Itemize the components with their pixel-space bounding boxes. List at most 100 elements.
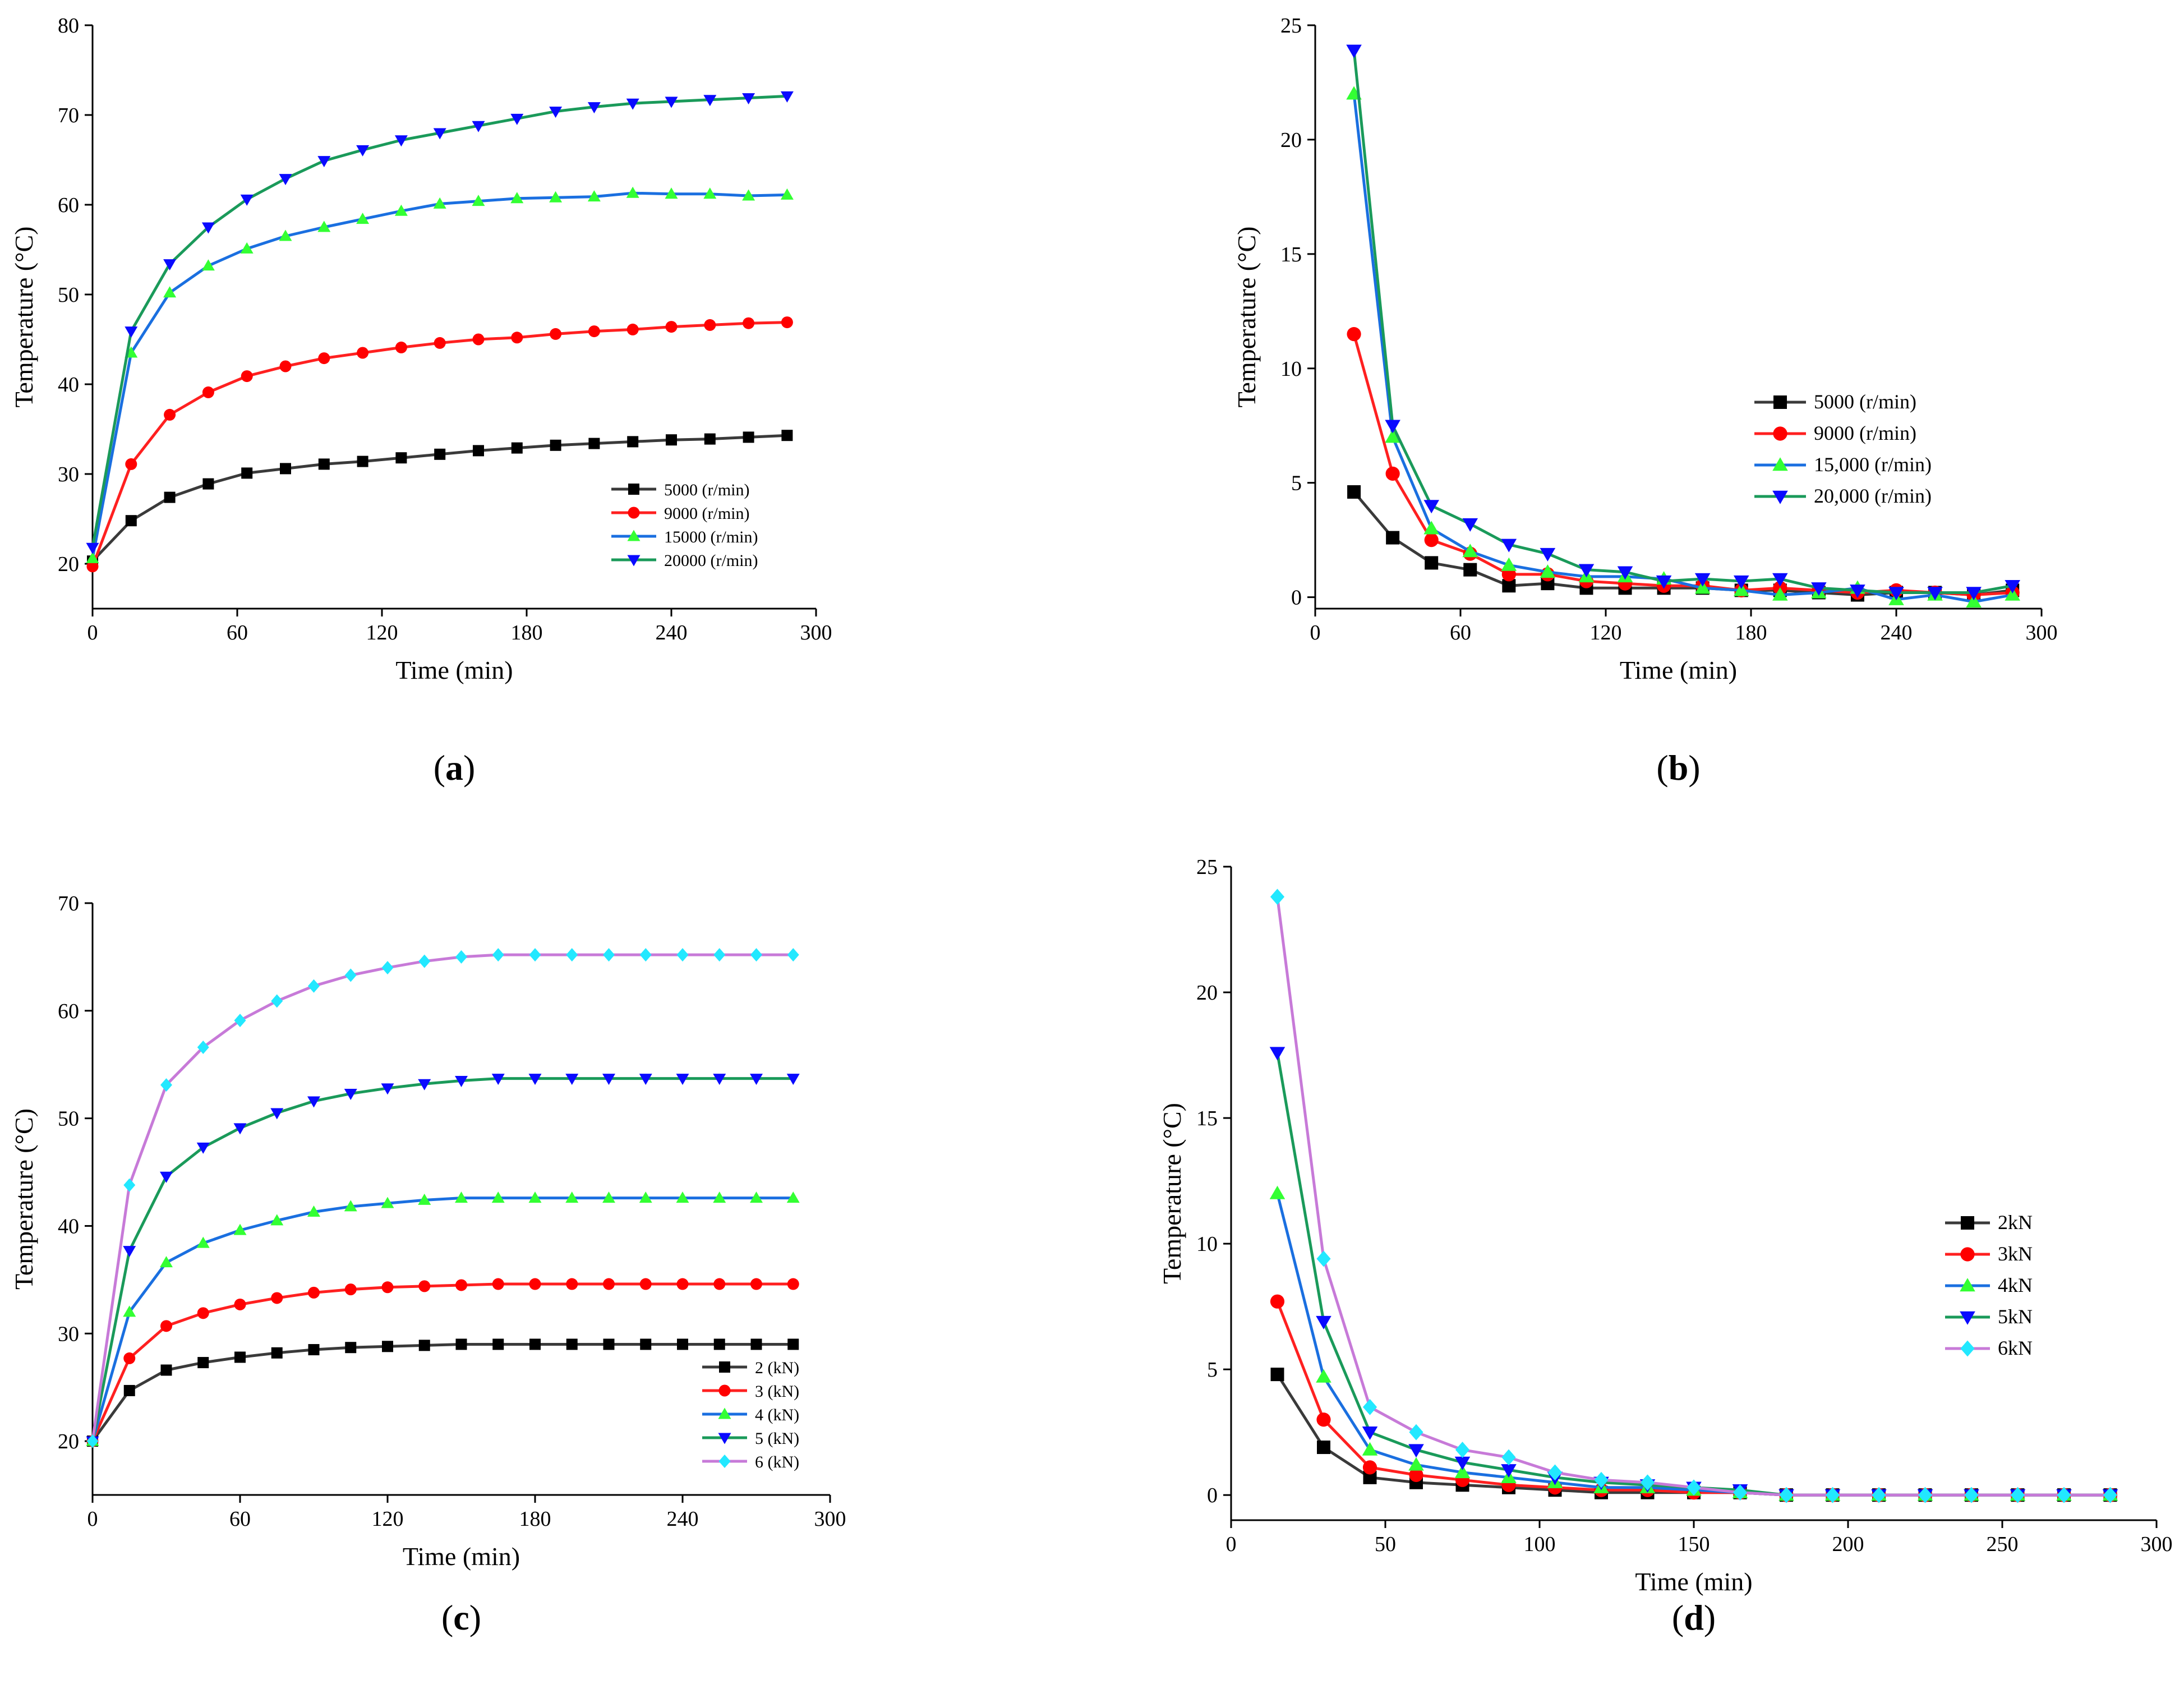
x-tick-label: 250 (1987, 1533, 2019, 1556)
series-line (1352, 50, 2013, 594)
data-point (201, 259, 215, 271)
data-point (279, 229, 292, 241)
data-point (665, 321, 678, 333)
x-tick-label: 180 (519, 1507, 551, 1531)
data-point (234, 1351, 246, 1363)
data-point (528, 1074, 542, 1085)
x-tick-label: 120 (366, 621, 398, 645)
data-point (1733, 1484, 1748, 1501)
data-point (433, 128, 446, 140)
legend: 2 (kN) 3 (kN) 4 (kN) 5 (kN) 6 (kN) (702, 1359, 799, 1471)
data-point (1362, 1398, 1377, 1415)
data-point (1270, 889, 1285, 905)
data-point (1362, 1426, 1378, 1440)
legend-entry: 6kN (1998, 1337, 2033, 1359)
x-tick-label: 60 (1450, 621, 1471, 645)
data-point (566, 948, 578, 962)
chart-panel-d: 0 50 100 150 200 250 300 0 5 10 15 20 25 Time (min) Te… (1158, 855, 2173, 1637)
data-point (86, 1434, 99, 1448)
data-point (455, 1191, 468, 1203)
series-line (91, 1342, 794, 1442)
data-point (743, 317, 755, 329)
chart-panel-b: 0 60 120 180 240 300 0 5 10 15 20 25 Time (min) Tempe… (1232, 14, 2058, 788)
y-axis-title: Temperature (°C) (1232, 227, 1261, 408)
series-3 (86, 1191, 800, 1446)
y-tick-label: 30 (58, 463, 79, 486)
data-point (125, 515, 137, 527)
x-tick-label: 0 (1226, 1533, 1237, 1556)
x-axis-title: Time (min) (403, 1542, 520, 1571)
legend: 5000 (r/min) 9000 (r/min) 15,000 (r/min) 20… (1754, 390, 1932, 507)
data-point (455, 950, 467, 964)
data-point (160, 1256, 173, 1268)
y-tick-label: 40 (58, 373, 79, 397)
data-point (344, 1200, 357, 1212)
data-point (1966, 593, 1982, 608)
series-line (1276, 1193, 2111, 1497)
data-point (2010, 1487, 2025, 1503)
data-point (1540, 564, 1556, 578)
data-point (781, 430, 793, 441)
data-point (639, 1191, 652, 1203)
data-point (666, 434, 677, 446)
legend-marker (628, 507, 640, 519)
data-point (529, 1338, 541, 1350)
y-tick-label: 25 (1196, 855, 1218, 879)
x-tick-label: 120 (1590, 621, 1622, 645)
data-point (433, 197, 446, 209)
data-point (676, 1278, 689, 1290)
x-tick-label: 240 (1881, 621, 1913, 645)
data-point (395, 452, 407, 464)
data-point (318, 458, 330, 470)
data-point (279, 360, 292, 372)
data-point (345, 1342, 357, 1354)
legend-marker (1960, 1311, 1975, 1325)
data-point (307, 1096, 320, 1108)
data-point (639, 948, 652, 962)
data-point (197, 1357, 209, 1369)
data-point (163, 286, 177, 298)
data-point (160, 1320, 172, 1332)
data-point (491, 1074, 505, 1085)
series-line (1276, 1373, 2111, 1497)
legend-entry: 3 (kN) (755, 1382, 799, 1401)
data-point (123, 1305, 136, 1317)
data-point (713, 1074, 726, 1085)
series-line (91, 191, 787, 559)
data-point (529, 1278, 541, 1290)
data-point (549, 107, 563, 118)
data-point (472, 333, 485, 346)
data-point (1269, 1047, 1285, 1061)
y-tick-label: 25 (1280, 14, 1302, 38)
data-point (750, 1338, 762, 1350)
data-point (196, 1142, 210, 1154)
y-tick-label: 80 (58, 14, 79, 38)
legend-marker (627, 530, 641, 541)
data-point (1656, 575, 1672, 589)
series-2 (86, 1278, 799, 1447)
series-2 (1270, 1294, 2118, 1502)
data-point (1966, 587, 1982, 601)
legend-entry: 20,000 (r/min) (1814, 485, 1932, 507)
legend-marker (718, 1384, 731, 1397)
legend-entry: 15000 (r/min) (664, 528, 758, 546)
data-point (627, 436, 639, 448)
data-point (1694, 580, 1711, 594)
data-point (86, 560, 99, 573)
data-point (160, 1078, 172, 1092)
data-point (241, 370, 253, 383)
data-point (2057, 1487, 2071, 1503)
data-point (270, 1108, 284, 1120)
data-point (356, 213, 370, 224)
panel-label: (d) (1672, 1598, 1716, 1637)
data-point (395, 341, 407, 353)
data-point (626, 186, 639, 198)
data-point (587, 190, 601, 202)
data-point (271, 1347, 283, 1359)
data-point (1270, 1368, 1284, 1382)
legend-entry: 20000 (r/min) (664, 551, 758, 570)
x-tick-label: 50 (1375, 1533, 1396, 1556)
y-tick-label: 20 (58, 1430, 79, 1453)
data-point (587, 102, 601, 114)
series-3 (1346, 86, 2020, 608)
